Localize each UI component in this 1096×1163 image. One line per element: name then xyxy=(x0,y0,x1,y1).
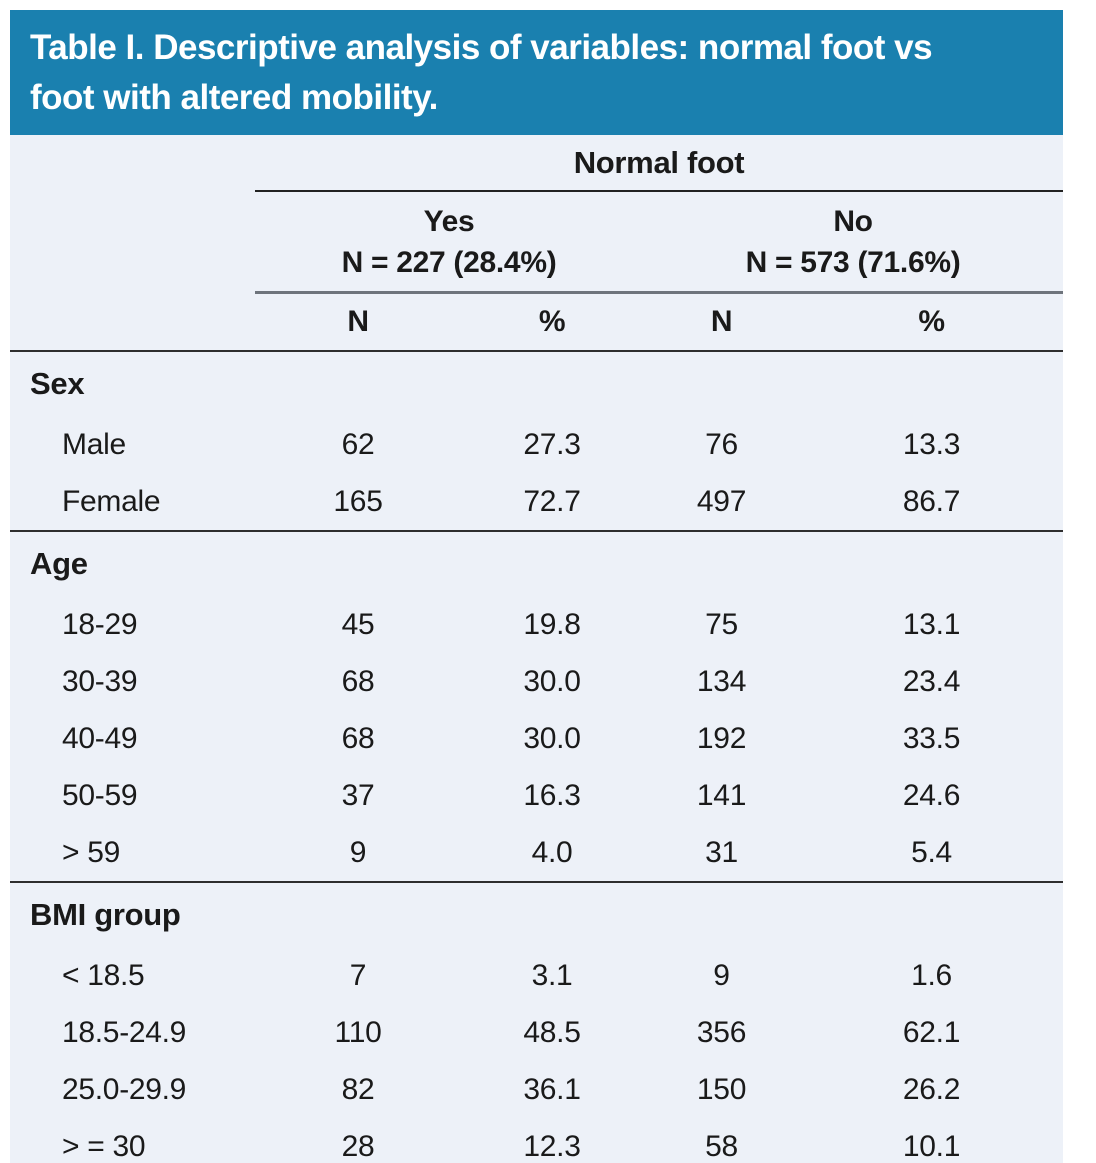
row-label: 25.0-29.9 xyxy=(62,1072,187,1106)
cell-n-no: 150 xyxy=(696,1072,747,1106)
table-row: 18-29 45 19.8 75 13.1 xyxy=(10,596,1063,653)
cell-pct-no: 23.4 xyxy=(902,664,961,698)
cell-pct-yes: 72.7 xyxy=(461,473,643,532)
cell-n-no: 9 xyxy=(713,958,730,992)
table-row: < 18.5 7 3.1 9 1.6 xyxy=(10,947,1063,1004)
table-title-bar: Table I. Descriptive analysis of variabl… xyxy=(10,10,1063,135)
header-stub xyxy=(10,292,255,352)
section-row-sex: Sex xyxy=(10,351,1063,416)
table-row: > = 30 28 12.3 58 10.1 xyxy=(10,1118,1064,1163)
section-row-age: Age xyxy=(10,531,1063,596)
cell-pct-yes: 16.3 xyxy=(523,778,581,812)
cell-n-no: 141 xyxy=(696,778,747,812)
cell-pct-yes: 27.3 xyxy=(523,427,581,461)
cell-pct-no: 26.2 xyxy=(902,1072,961,1106)
col-header-n-no: N xyxy=(643,292,800,352)
subgroup-header-row: Yes N = 227 (28.4%) No N = 573 (71.6%) xyxy=(10,191,1064,294)
cell-n-no: 356 xyxy=(696,1015,747,1049)
cell-n-no: 76 xyxy=(705,427,738,461)
col-header-pct-no: % xyxy=(800,292,1064,352)
subgroup-header-yes: Yes N = 227 (28.4%) xyxy=(255,191,643,294)
header-stub xyxy=(10,135,255,191)
subgroup-yes-label: Yes xyxy=(423,204,475,238)
cell-pct-no: 5.4 xyxy=(800,824,1064,883)
group-header-row: Normal foot xyxy=(10,135,1064,192)
section-title: Sex xyxy=(30,366,85,401)
row-label: 40-49 xyxy=(62,721,138,755)
cell-n-yes: 82 xyxy=(341,1072,375,1106)
row-label: 18-29 xyxy=(62,607,138,641)
section-title: Age xyxy=(30,546,88,581)
cell-n-yes: 37 xyxy=(341,778,375,812)
table-row: > 59 9 4.0 31 5.4 xyxy=(10,824,1064,883)
table-title-line-1: Table I. Descriptive analysis of variabl… xyxy=(30,28,933,67)
table-row: 50-59 37 16.3 141 24.6 xyxy=(10,767,1063,824)
cell-pct-no: 13.3 xyxy=(902,427,961,461)
subgroup-yes-n: N = 227 (28.4%) xyxy=(341,245,557,279)
cell-n-yes: 110 xyxy=(334,1015,382,1049)
cell-n-yes: 165 xyxy=(255,473,461,532)
cell-n-yes: 28 xyxy=(255,1118,461,1163)
section-row-bmi-group: BMI group xyxy=(10,882,1063,947)
section-title: BMI group xyxy=(30,897,181,932)
cell-n-no: 75 xyxy=(705,607,738,641)
cell-n-no: 134 xyxy=(696,664,747,698)
row-label: Female xyxy=(10,473,255,532)
table-card: Table I. Descriptive analysis of variabl… xyxy=(10,10,1064,1163)
table-row: 30-39 68 30.0 134 23.4 xyxy=(10,653,1063,710)
table-row: 40-49 68 30.0 192 33.5 xyxy=(10,710,1063,767)
cell-n-no: 31 xyxy=(643,824,800,883)
row-label: < 18.5 xyxy=(62,958,145,992)
table-row: Male 62 27.3 76 13.3 xyxy=(10,416,1063,473)
cell-pct-yes: 48.5 xyxy=(523,1015,581,1049)
row-label: 30-39 xyxy=(62,664,138,698)
cell-n-yes: 45 xyxy=(341,607,375,641)
cell-pct-no: 13.1 xyxy=(902,607,961,641)
row-label: 18.5-24.9 xyxy=(62,1015,187,1049)
cell-n-yes: 62 xyxy=(341,427,375,461)
row-label: Male xyxy=(62,427,126,461)
cell-pct-no: 86.7 xyxy=(800,473,1064,532)
table-row: 18.5-24.9 110 48.5 356 62.1 xyxy=(10,1004,1063,1061)
cell-pct-yes: 30.0 xyxy=(523,721,581,755)
cell-n-yes: 9 xyxy=(255,824,461,883)
col-header-pct-yes: % xyxy=(461,292,643,352)
subgroup-no-n: N = 573 (71.6%) xyxy=(745,245,961,279)
cell-pct-yes: 19.8 xyxy=(523,607,581,641)
cell-pct-yes: 4.0 xyxy=(461,824,643,883)
cell-pct-no: 10.1 xyxy=(800,1118,1064,1163)
cell-pct-yes: 30.0 xyxy=(523,664,581,698)
cell-n-yes: 68 xyxy=(341,664,375,698)
table-row: Female 165 72.7 497 86.7 xyxy=(10,473,1064,532)
row-label: > 59 xyxy=(10,824,255,883)
column-header-row: N % N % xyxy=(10,292,1064,352)
subgroup-header-no: No N = 573 (71.6%) xyxy=(643,191,1064,294)
cell-pct-no: 1.6 xyxy=(911,958,952,992)
cell-n-no: 58 xyxy=(643,1118,800,1163)
col-header-n-yes: N xyxy=(255,292,461,352)
descriptive-table: Normal foot Yes N = 227 (28.4%) No N = 5… xyxy=(10,135,1064,1163)
cell-n-no: 192 xyxy=(696,721,747,755)
cell-pct-yes: 12.3 xyxy=(461,1118,643,1163)
cell-n-yes: 7 xyxy=(349,958,367,992)
cell-pct-no: 62.1 xyxy=(902,1015,961,1049)
table-title-line-2: foot with altered mobility. xyxy=(30,78,438,117)
table-row: 25.0-29.9 82 36.1 150 26.2 xyxy=(10,1061,1063,1118)
column-group-normal-foot: Normal foot xyxy=(255,135,1064,192)
cell-n-yes: 68 xyxy=(341,721,375,755)
cell-pct-no: 33.5 xyxy=(902,721,961,755)
cell-pct-no: 24.6 xyxy=(902,778,961,812)
subgroup-no-label: No xyxy=(833,204,873,238)
row-label: > = 30 xyxy=(10,1118,255,1163)
cell-n-no: 497 xyxy=(643,473,800,532)
header-stub xyxy=(10,191,255,293)
row-label: 50-59 xyxy=(62,778,138,812)
cell-pct-yes: 3.1 xyxy=(531,958,573,992)
cell-pct-yes: 36.1 xyxy=(523,1072,581,1106)
